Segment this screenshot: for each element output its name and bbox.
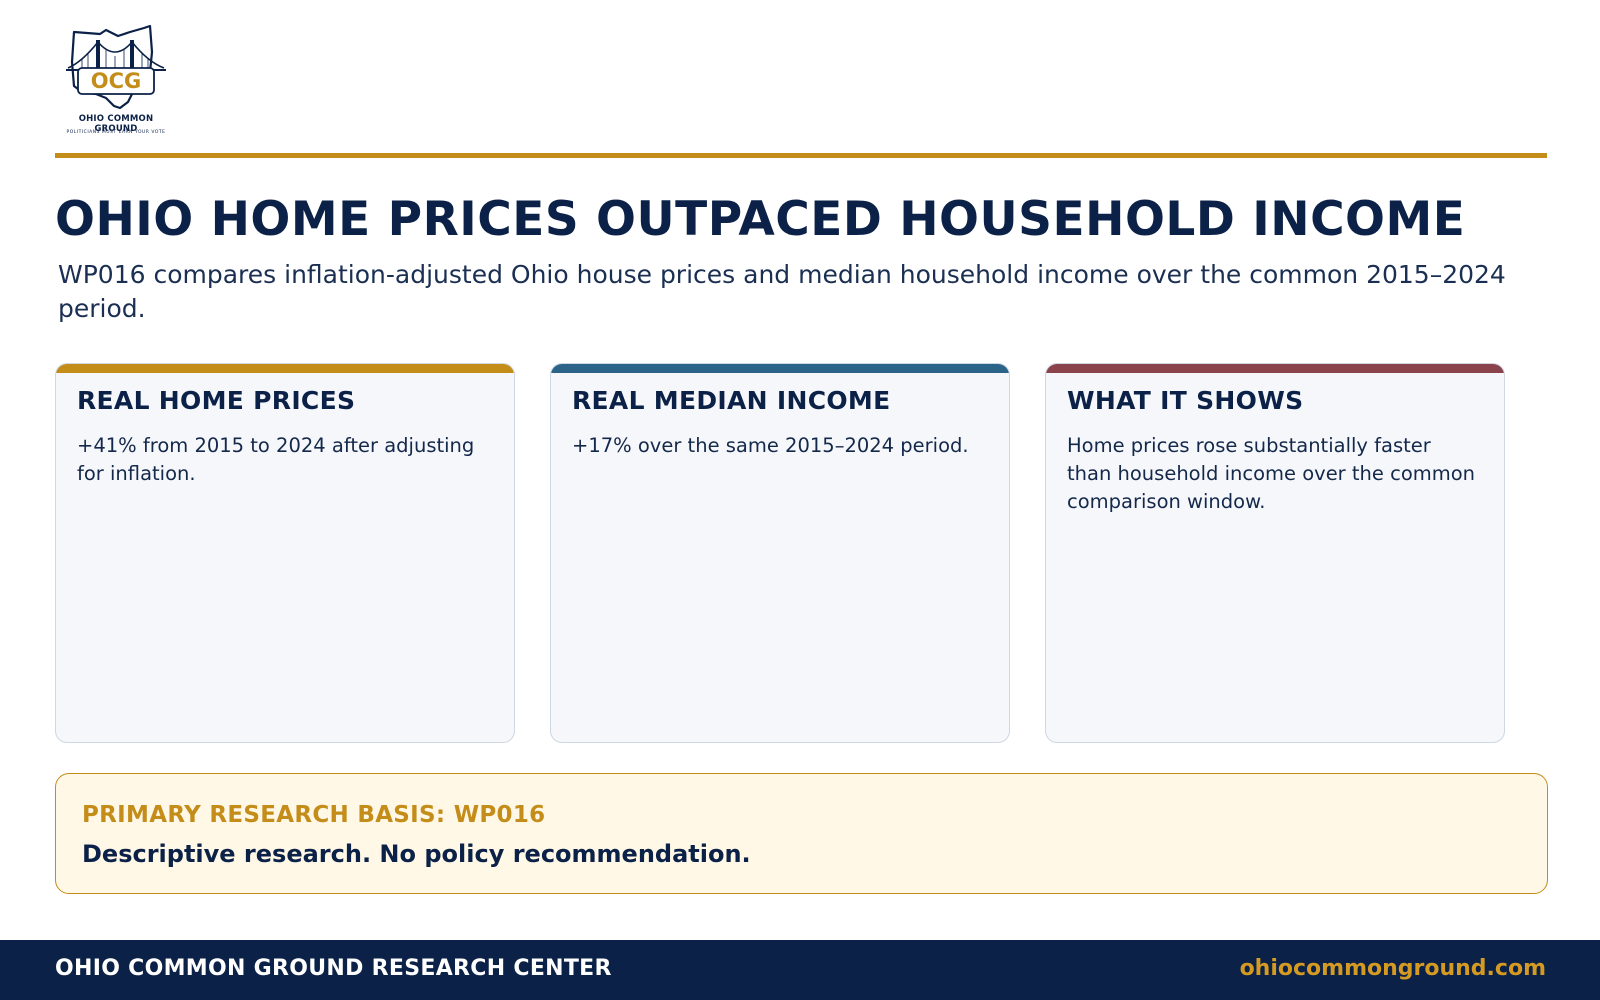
logo-mark: OCG [91, 69, 142, 93]
page-title: OHIO HOME PRICES OUTPACED HOUSEHOLD INCO… [55, 192, 1466, 247]
card-real-median-income: REAL MEDIAN INCOME +17% over the same 20… [550, 363, 1010, 743]
footer: OHIO COMMON GROUND RESEARCH CENTER ohioc… [0, 940, 1600, 1000]
card-title: REAL MEDIAN INCOME [572, 386, 891, 415]
card-accent-bar [56, 364, 514, 373]
card-body: +17% over the same 2015–2024 period. [572, 434, 969, 457]
card-real-home-prices: REAL HOME PRICES +41% from 2015 to 2024 … [55, 363, 515, 743]
footer-org-name: OHIO COMMON GROUND RESEARCH CENTER [55, 956, 612, 981]
page-subtitle: WP016 compares inflation-adjusted Ohio h… [58, 260, 1506, 323]
card-body: Home prices rose substantially faster th… [1067, 434, 1476, 513]
ocg-logo: OCG OHIO COMMON GROUND POLITICIANS MUST … [60, 22, 172, 138]
research-basis-box: PRIMARY RESEARCH BASIS: WP016 Descriptiv… [55, 773, 1548, 894]
footer-website-link[interactable]: ohiocommonground.com [1239, 956, 1546, 981]
research-basis-text: Descriptive research. No policy recommen… [82, 840, 751, 868]
logo-name: OHIO COMMON GROUND [78, 114, 154, 134]
ohio-state-bridge-logo-icon: OCG [66, 24, 166, 110]
card-title: REAL HOME PRICES [77, 386, 356, 415]
logo-tagline: POLITICIANS MUST EARN YOUR VOTE [66, 130, 166, 135]
card-title: WHAT IT SHOWS [1067, 386, 1304, 415]
card-accent-bar [1046, 364, 1504, 373]
card-accent-bar [551, 364, 1009, 373]
header-divider [55, 153, 1547, 158]
card-what-it-shows: WHAT IT SHOWS Home prices rose substanti… [1045, 363, 1505, 743]
card-body: +41% from 2015 to 2024 after adjusting f… [77, 434, 475, 485]
research-basis-title: PRIMARY RESEARCH BASIS: WP016 [82, 802, 546, 828]
